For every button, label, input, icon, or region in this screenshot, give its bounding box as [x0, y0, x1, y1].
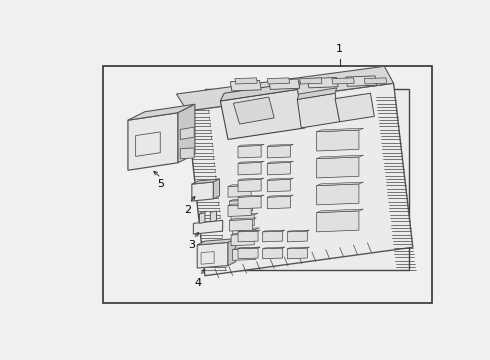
Polygon shape — [263, 230, 285, 232]
Polygon shape — [287, 247, 310, 249]
Polygon shape — [238, 178, 264, 180]
Polygon shape — [268, 144, 294, 147]
Polygon shape — [192, 179, 220, 184]
Text: 3: 3 — [188, 240, 196, 250]
Polygon shape — [317, 155, 364, 159]
Text: 4: 4 — [195, 278, 201, 288]
Polygon shape — [287, 231, 307, 242]
Polygon shape — [317, 130, 359, 151]
Polygon shape — [228, 239, 236, 266]
Polygon shape — [268, 161, 294, 163]
Polygon shape — [233, 97, 274, 124]
Polygon shape — [335, 93, 374, 122]
Polygon shape — [307, 77, 338, 88]
Polygon shape — [128, 113, 178, 170]
Text: 2: 2 — [184, 205, 191, 215]
Polygon shape — [197, 239, 236, 245]
Polygon shape — [268, 195, 294, 197]
Polygon shape — [197, 243, 228, 268]
Polygon shape — [235, 78, 257, 84]
Polygon shape — [268, 162, 291, 175]
Polygon shape — [317, 157, 359, 178]
Polygon shape — [220, 89, 305, 139]
Polygon shape — [229, 218, 257, 220]
Polygon shape — [194, 220, 222, 234]
Polygon shape — [238, 161, 264, 163]
Polygon shape — [300, 78, 322, 84]
Polygon shape — [332, 78, 354, 84]
Polygon shape — [269, 79, 300, 89]
Polygon shape — [238, 247, 260, 249]
Polygon shape — [176, 66, 393, 111]
Polygon shape — [268, 196, 291, 209]
Polygon shape — [228, 184, 255, 186]
Polygon shape — [228, 203, 255, 206]
Polygon shape — [238, 231, 258, 242]
Polygon shape — [297, 88, 337, 99]
Polygon shape — [128, 104, 195, 120]
Polygon shape — [268, 178, 294, 180]
Polygon shape — [233, 229, 256, 241]
Polygon shape — [233, 247, 260, 249]
Polygon shape — [317, 209, 364, 213]
Polygon shape — [214, 179, 220, 199]
Polygon shape — [210, 211, 217, 222]
Polygon shape — [199, 213, 205, 223]
Polygon shape — [220, 82, 301, 101]
Polygon shape — [287, 230, 310, 232]
Polygon shape — [199, 211, 206, 214]
Polygon shape — [228, 185, 251, 197]
Polygon shape — [233, 249, 256, 260]
Polygon shape — [317, 128, 364, 132]
Polygon shape — [192, 182, 214, 201]
Polygon shape — [287, 248, 307, 259]
Polygon shape — [231, 215, 254, 226]
Polygon shape — [231, 233, 258, 235]
Polygon shape — [268, 179, 291, 192]
Polygon shape — [268, 78, 290, 84]
Polygon shape — [230, 81, 261, 91]
Polygon shape — [238, 179, 261, 192]
Polygon shape — [229, 200, 253, 212]
Polygon shape — [317, 184, 359, 205]
Bar — [102, 66, 432, 303]
Polygon shape — [238, 248, 258, 259]
Polygon shape — [238, 195, 264, 197]
Polygon shape — [238, 230, 260, 232]
Text: 1: 1 — [336, 44, 343, 54]
Polygon shape — [268, 145, 291, 158]
Polygon shape — [263, 231, 283, 242]
Polygon shape — [238, 144, 264, 147]
Polygon shape — [231, 234, 254, 246]
Polygon shape — [365, 78, 387, 84]
Polygon shape — [229, 199, 257, 201]
Polygon shape — [238, 162, 261, 175]
Polygon shape — [263, 248, 283, 259]
Polygon shape — [263, 247, 285, 249]
Polygon shape — [317, 182, 364, 186]
Polygon shape — [233, 228, 260, 230]
Polygon shape — [238, 145, 261, 158]
Polygon shape — [238, 196, 261, 209]
Polygon shape — [187, 83, 413, 276]
Polygon shape — [231, 213, 258, 216]
Polygon shape — [229, 219, 253, 231]
Text: 5: 5 — [158, 180, 165, 189]
Polygon shape — [346, 76, 377, 86]
Polygon shape — [228, 205, 251, 216]
Polygon shape — [180, 148, 194, 159]
Polygon shape — [180, 127, 194, 139]
Polygon shape — [205, 89, 409, 270]
Polygon shape — [178, 104, 195, 163]
Polygon shape — [317, 211, 359, 232]
Polygon shape — [297, 93, 340, 128]
